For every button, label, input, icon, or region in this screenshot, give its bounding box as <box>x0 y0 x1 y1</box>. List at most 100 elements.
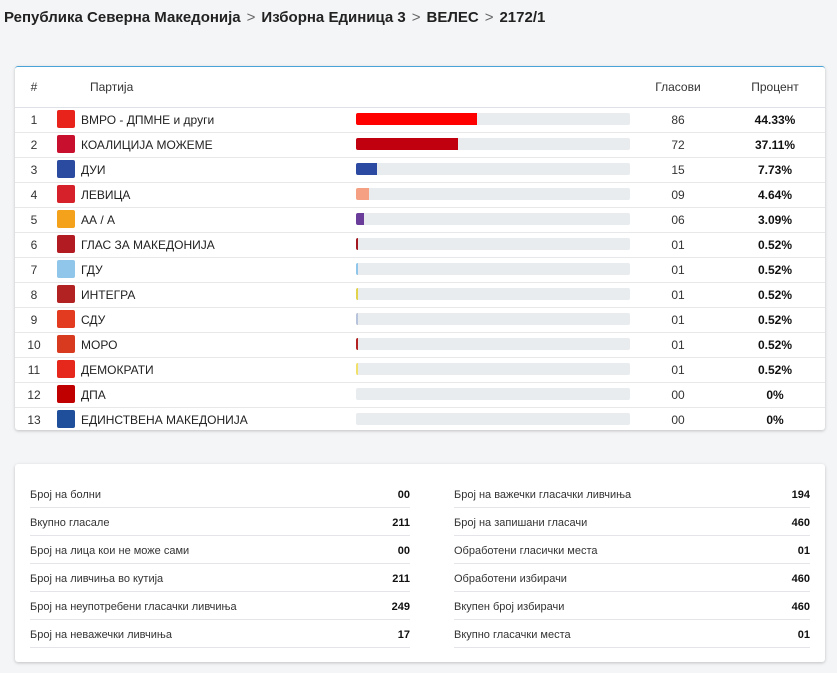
vote-share-fill <box>356 163 378 175</box>
statistic-value: 211 <box>392 573 410 585</box>
percent-value: 0.52% <box>757 238 793 252</box>
edinstvena-logo-icon <box>57 410 75 428</box>
table-row: 9 СДУ 01 0.52% <box>15 307 825 333</box>
party-name: АА / А <box>81 213 116 227</box>
chevron-right-icon: > <box>411 9 421 26</box>
breadcrumb-country[interactable]: Република Северна Македонија <box>4 9 241 26</box>
aa-logo-icon <box>57 210 75 228</box>
row-number: 12 <box>27 388 41 402</box>
table-row: 13 ЕДИНСТВЕНА МАКЕДОНИЈА 00 0% <box>15 407 825 432</box>
statistic-row: Обработени гласички места 01 <box>454 537 810 564</box>
statistic-label: Број на неважечки ливчиња <box>30 629 172 641</box>
votes-value: 06 <box>671 213 685 227</box>
vote-share-bar <box>356 113 630 125</box>
row-number: 4 <box>30 188 38 202</box>
vote-share-fill <box>356 213 365 225</box>
statistic-row: Вкупно гласале 211 <box>30 509 410 536</box>
statistic-value: 00 <box>397 489 410 501</box>
integra-logo-icon <box>57 285 75 303</box>
table-row: 8 ИНТЕГРА 01 0.52% <box>15 282 825 308</box>
statistic-row: Број на болни 00 <box>30 481 410 508</box>
percent-value: 37.11% <box>754 138 796 152</box>
breadcrumb: Република Северна Македонија > Изборна Еди… <box>4 9 545 26</box>
statistic-value: 00 <box>397 545 410 557</box>
votes-value: 86 <box>671 113 685 127</box>
party-name: ДПА <box>81 388 106 402</box>
vote-share-fill <box>356 263 358 275</box>
statistic-row: Обработени избирачи 460 <box>454 565 810 592</box>
table-row: 10 МОРО 01 0.52% <box>15 332 825 358</box>
vote-share-bar <box>356 338 630 350</box>
statistic-label: Број на важечки гласачки ливчиња <box>454 489 632 501</box>
vote-share-bar <box>356 238 630 250</box>
statistic-row: Број на запишани гласачи 460 <box>454 509 810 536</box>
vote-share-bar <box>356 313 630 325</box>
statistics-card: Број на болни 00 Вкупно гласале 211 Број на … <box>15 464 825 662</box>
vote-share-bar <box>356 413 630 425</box>
breadcrumb-municipality[interactable]: ВЕЛЕС <box>426 9 479 26</box>
party-name: МОРО <box>81 338 118 352</box>
percent-value: 0.52% <box>757 338 793 352</box>
statistic-value: 460 <box>791 517 810 529</box>
breadcrumb-polling-station: 2172/1 <box>499 9 546 26</box>
vote-share-fill <box>356 288 358 300</box>
percent-value: 0.52% <box>757 288 793 302</box>
vmro-logo-icon <box>57 110 75 128</box>
vote-share-bar <box>356 263 630 275</box>
percent-value: 0.52% <box>757 363 793 377</box>
statistic-value: 194 <box>791 489 810 501</box>
table-row: 7 ГДУ 01 0.52% <box>15 257 825 283</box>
statistic-value: 01 <box>797 629 810 641</box>
vote-share-bar <box>356 363 630 375</box>
column-header-votes: Гласови <box>655 80 701 94</box>
statistic-row: Број на неупотребени гласачки ливчиња 249 <box>30 593 410 620</box>
vote-share-fill <box>356 338 358 350</box>
party-name: ДУИ <box>81 163 106 177</box>
results-card: # Партија Гласови Процент 1 ВМРО - ДПМНЕ … <box>15 66 825 430</box>
column-header-percent: Процент <box>751 80 799 94</box>
statistics-right-column: Број на важечки гласачки ливчиња 194 Број … <box>454 481 810 649</box>
percent-value: 3.09% <box>757 213 793 227</box>
votes-value: 01 <box>671 238 685 252</box>
table-row: 2 КОАЛИЦИЈА МОЖЕМЕ 72 37.11% <box>15 132 825 158</box>
moro-logo-icon <box>57 335 75 353</box>
row-number: 9 <box>30 313 38 327</box>
chevron-right-icon: > <box>246 9 256 26</box>
sdu-logo-icon <box>57 310 75 328</box>
statistic-value: 17 <box>397 629 410 641</box>
votes-value: 01 <box>671 338 685 352</box>
statistic-label: Број на неупотребени гласачки ливчиња <box>30 601 237 613</box>
percent-value: 0.52% <box>757 313 793 327</box>
statistic-value: 211 <box>392 517 410 529</box>
statistic-value: 460 <box>791 601 810 613</box>
breadcrumb-unit[interactable]: Изборна Единица 3 <box>261 9 406 26</box>
row-number: 7 <box>30 263 38 277</box>
votes-value: 01 <box>671 363 685 377</box>
party-name: ГДУ <box>81 263 103 277</box>
party-name: СДУ <box>81 313 106 327</box>
statistic-label: Број на ливчиња во кутија <box>30 573 164 585</box>
vote-share-bar <box>356 213 630 225</box>
vote-share-fill <box>356 113 478 125</box>
row-number: 6 <box>30 238 38 252</box>
percent-value: 44.33% <box>754 113 796 127</box>
statistic-label: Број на запишани гласачи <box>454 517 588 529</box>
table-row: 5 АА / А 06 3.09% <box>15 207 825 233</box>
row-number: 2 <box>30 138 38 152</box>
vote-share-bar <box>356 138 630 150</box>
row-number: 13 <box>27 413 41 427</box>
row-number: 3 <box>30 163 38 177</box>
party-name: ИНТЕГРА <box>81 288 136 302</box>
statistics-left-column: Број на болни 00 Вкупно гласале 211 Број на … <box>30 481 410 649</box>
percent-value: 0.52% <box>757 263 793 277</box>
statistic-label: Број на болни <box>30 489 102 501</box>
statistic-label: Вкупен број избирачи <box>454 601 565 613</box>
party-name: ЕДИНСТВЕНА МАКЕДОНИЈА <box>81 413 248 427</box>
statistic-label: Вкупно гласале <box>30 517 110 529</box>
table-row: 4 ЛЕВИЦА 09 4.64% <box>15 182 825 208</box>
demokrati-logo-icon <box>57 360 75 378</box>
percent-value: 7.73% <box>757 163 793 177</box>
statistic-row: Број на неважечки ливчиња 17 <box>30 621 410 648</box>
chevron-right-icon: > <box>484 9 494 26</box>
statistic-row: Број на ливчиња во кутија 211 <box>30 565 410 592</box>
